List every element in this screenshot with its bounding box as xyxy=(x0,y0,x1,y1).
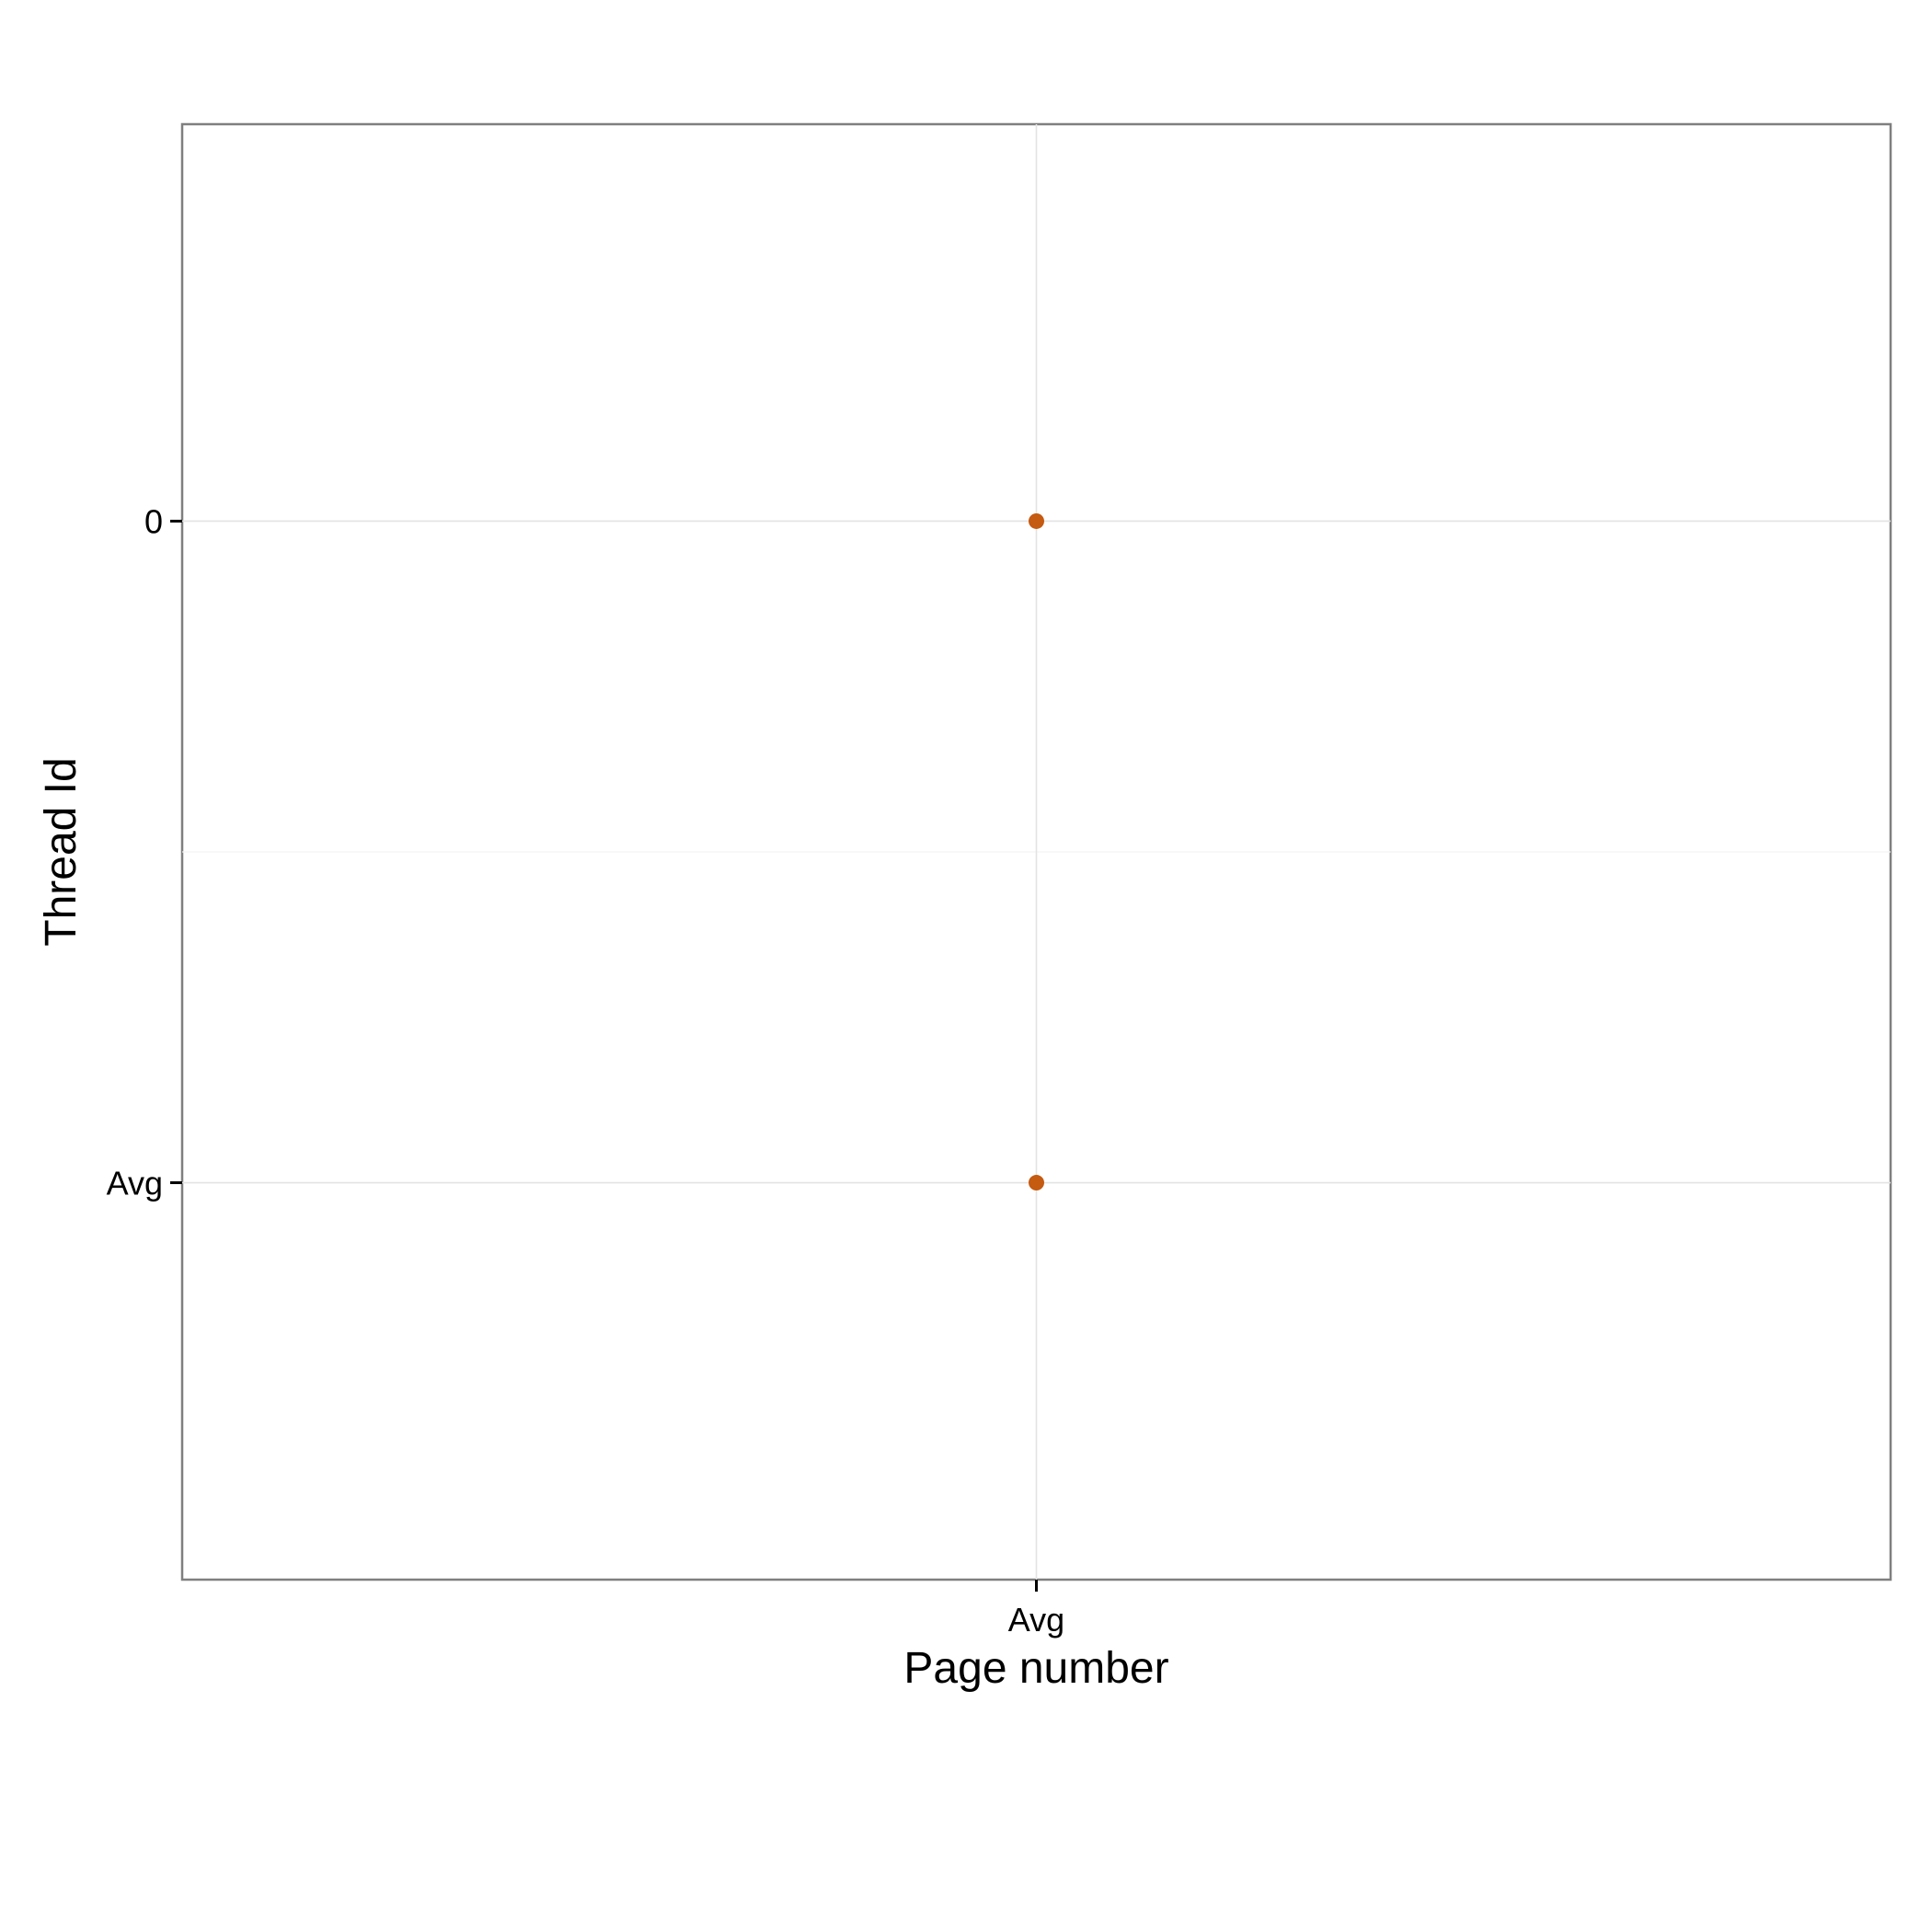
y-tick-label: Avg xyxy=(107,1165,163,1202)
x-tick-label: Avg xyxy=(1008,1601,1064,1639)
data-points xyxy=(1029,512,1044,1191)
data-point xyxy=(1029,1175,1044,1191)
axis-ticks: Avg 0 Avg xyxy=(107,502,1065,1639)
x-axis-title: Page number xyxy=(903,1644,1168,1693)
y-axis-title: Thread Id xyxy=(37,757,86,946)
data-point xyxy=(1029,512,1044,529)
y-tick-label: 0 xyxy=(144,502,163,540)
